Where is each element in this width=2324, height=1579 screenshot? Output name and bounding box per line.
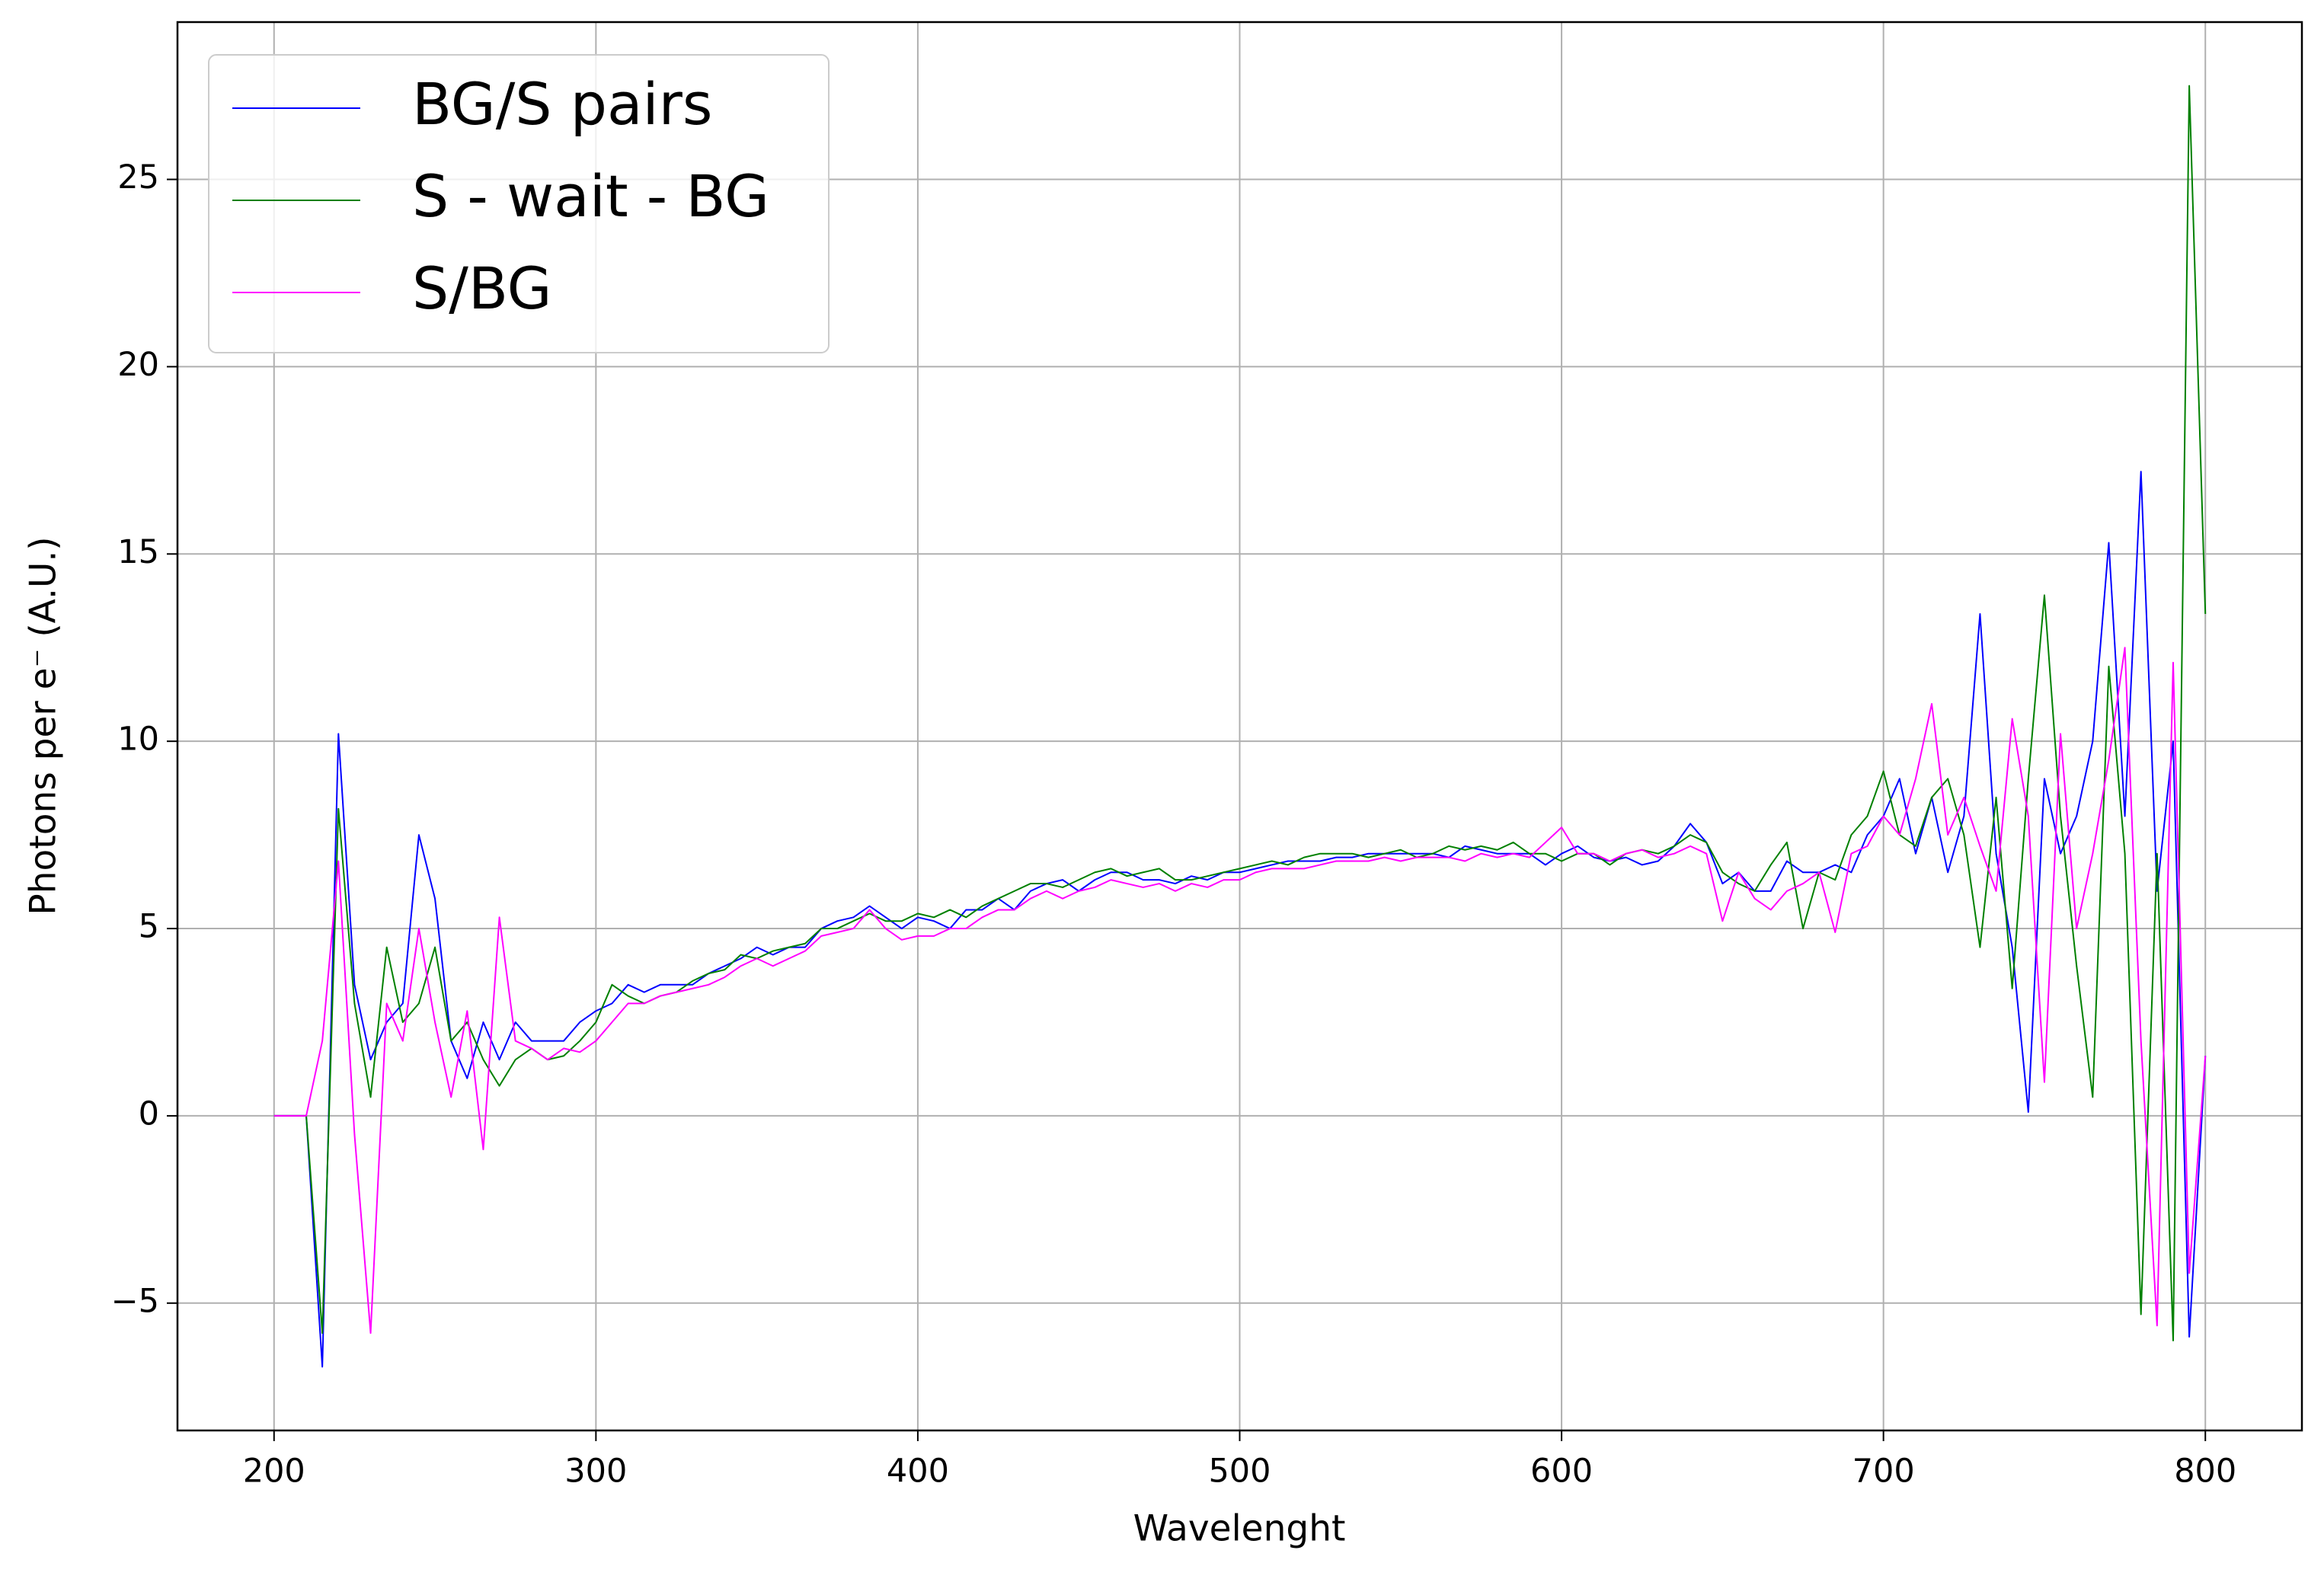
x-tick-label: 200 [243, 1453, 305, 1491]
series-line [273, 647, 2207, 1334]
x-tick-label: 600 [1530, 1453, 1593, 1491]
legend-label: BG/S pairs [412, 70, 712, 138]
y-tick-label: 10 [117, 721, 159, 759]
y-tick-label: 0 [139, 1095, 159, 1133]
grid [177, 22, 2302, 1430]
ticks: 200 300 400 500 600 700 800 −5 0 5 10 15 20 25 [111, 158, 2237, 1490]
plot-lines [273, 85, 2207, 1368]
legend-label: S/BG [412, 254, 552, 322]
y-tick-label: 5 [139, 908, 159, 946]
legend-label: S - wait - BG [412, 162, 769, 230]
x-tick-label: 500 [1208, 1453, 1271, 1491]
y-axis-label: Photons per e⁻ (A.U.) [23, 536, 65, 915]
series-line [273, 85, 2207, 1341]
x-tick-label: 400 [887, 1453, 949, 1491]
legend-box [208, 54, 830, 353]
y-tick-label: 15 [117, 533, 159, 571]
x-tick-label: 700 [1852, 1453, 1915, 1491]
x-tick-label: 300 [564, 1453, 627, 1491]
y-tick-label: 25 [117, 158, 159, 197]
y-tick-label: −5 [111, 1282, 159, 1320]
x-tick-label: 800 [2174, 1453, 2236, 1491]
y-tick-label: 20 [117, 346, 159, 384]
x-axis-label: Wavelenght [1133, 1508, 1346, 1550]
legend: BG/S pairs S - wait - BG S/BG [208, 54, 830, 353]
